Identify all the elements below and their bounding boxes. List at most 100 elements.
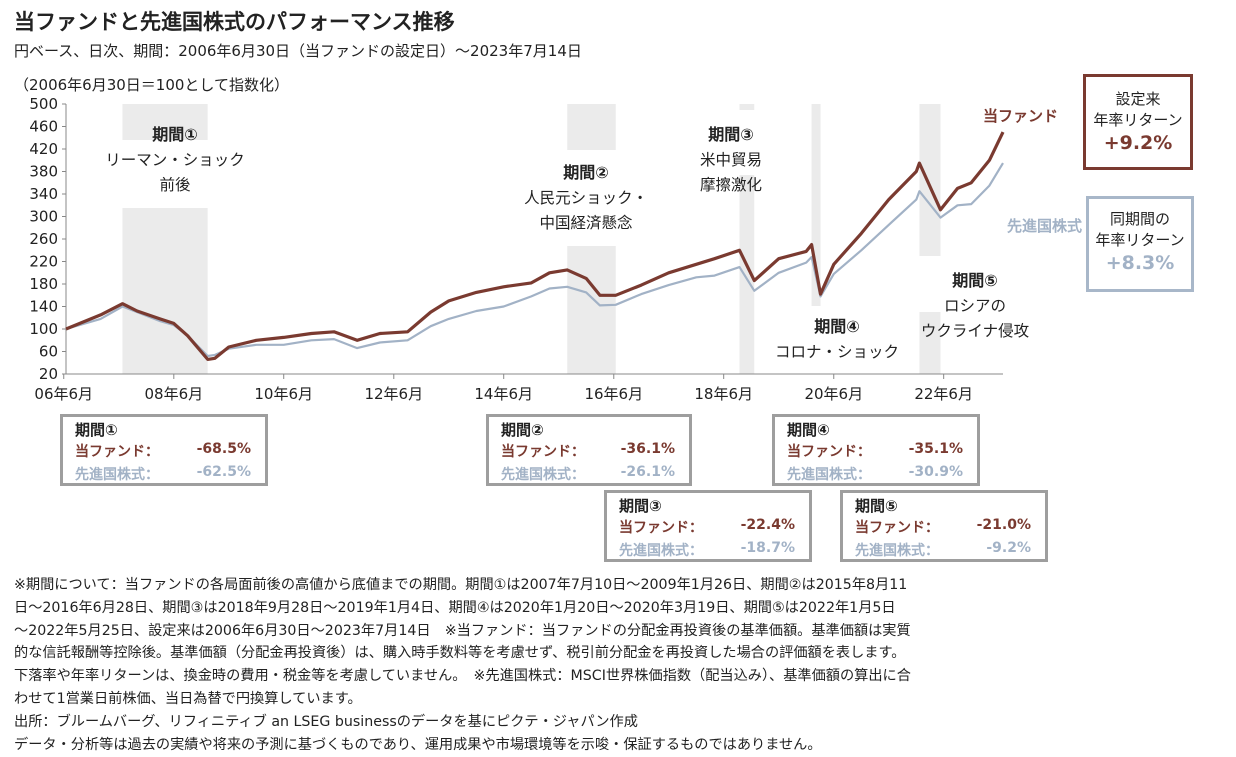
period-band (567, 246, 616, 374)
world-return-label-1: 同期間の (1109, 210, 1170, 228)
period-label-desc: 前後 (159, 176, 191, 194)
y-tick-label: 420 (29, 140, 58, 158)
footnote-line: ～2022年5月25日、設定来は2006年6月30日～2023年7月14日 ※当… (14, 622, 911, 639)
y-tick-label: 100 (29, 320, 58, 338)
drawdown-world-value: -26.1% (620, 464, 675, 480)
period-label-desc: リーマン・ショック (105, 151, 245, 169)
drawdown-world-value: -62.5% (196, 464, 251, 480)
chart-subtitle: 円ベース、日次、期間：2006年6月30日（当ファンドの設定日）～2023年7月… (14, 42, 582, 60)
drawdown-fund-label: 当ファンド： (501, 444, 585, 460)
fund-return-label-1: 設定来 (1115, 90, 1161, 108)
drawdown-box-4: 期間④ 当ファンド： -35.1% 先進国株式： -30.9% (772, 414, 980, 486)
world-return-label-2: 年率リターン (1095, 231, 1185, 249)
period-band (739, 104, 755, 110)
footnote-line: わせて1営業日前株価、当日為替で円換算しています。 (14, 690, 362, 707)
x-tick-label: 12年6月 (364, 385, 423, 403)
y-tick-label: 140 (29, 298, 58, 316)
drawdown-fund-value: -35.1% (908, 441, 963, 457)
y-tick-label: 300 (29, 208, 58, 226)
footnote-line: データ・分析等は過去の実績や将来の予測に基づくものであり、運用成果や市場環境等を… (14, 736, 822, 753)
page-title: 当ファンドと先進国株式のパフォーマンス推移 (14, 10, 455, 34)
index-note: （2006年6月30日＝100として指数化） (14, 76, 289, 94)
y-tick-label: 340 (29, 185, 58, 203)
period-label-title: 期間⑤ (952, 271, 998, 290)
footnote-line: 下落率や年率リターンは、換金時の費用・税金等を考慮していません。 ※先進国株式：… (14, 668, 911, 685)
fund-return-box: 設定来 年率リターン +9.2% (1083, 74, 1193, 170)
footnotes: ※期間について：当ファンドの各局面前後の高値から底値までの期間。期間①は2007… (14, 574, 1226, 756)
drawdown-box-3: 期間③ 当ファンド： -22.4% 先進国株式： -18.7% (604, 490, 812, 562)
drawdown-title: 期間④ (787, 421, 830, 439)
period-label-desc: ロシアの (944, 297, 1006, 315)
period-label-desc: 米中貿易 (700, 151, 762, 169)
period-band (919, 104, 941, 256)
footnote-line: 的な信託報酬等控除後。基準価額（分配金再投資後）は、購入時手数料等を考慮せず、税… (14, 645, 906, 662)
period-band (122, 104, 208, 140)
period-label-title: 期間① (152, 125, 198, 144)
drawdown-title: 期間② (501, 421, 544, 439)
x-tick-label: 16年6月 (584, 385, 643, 403)
period-band (739, 175, 755, 374)
world-return-value: +8.3% (1105, 252, 1175, 274)
period-band (567, 104, 616, 150)
drawdown-title: 期間⑤ (855, 497, 898, 515)
drawdown-world-value: -18.7% (740, 540, 795, 556)
x-tick-label: 08年6月 (144, 385, 203, 403)
y-tick-label: 220 (29, 253, 58, 271)
drawdown-world-value: -9.2% (986, 540, 1031, 556)
period-label-title: 期間② (563, 163, 609, 182)
drawdown-world-label: 先進国株式： (787, 467, 871, 483)
drawdown-fund-value: -68.5% (196, 441, 251, 457)
period-band (122, 208, 208, 374)
drawdown-fund-value: -36.1% (620, 441, 675, 457)
drawdown-fund-label: 当ファンド： (787, 444, 871, 460)
x-tick-label: 14年6月 (474, 385, 533, 403)
fund-series-label: 当ファンド (983, 107, 1058, 125)
y-tick-label: 500 (29, 95, 58, 113)
drawdown-world-label: 先進国株式： (501, 467, 585, 483)
period-label-title: 期間③ (708, 125, 754, 144)
y-tick-label: 60 (39, 343, 58, 361)
world-series-label: 先進国株式 (1007, 217, 1082, 235)
fund-series-line (65, 131, 1005, 361)
x-tick-label: 06年6月 (34, 385, 93, 403)
period-label-desc: 人民元ショック・ (524, 189, 648, 207)
x-tick-label: 22年6月 (914, 385, 973, 403)
y-tick-label: 20 (39, 365, 58, 383)
period-label-desc: 摩擦激化 (700, 176, 762, 194)
world-return-box: 同期間の 年率リターン +8.3% (1086, 196, 1194, 292)
drawdown-world-label: 先進国株式： (619, 543, 703, 559)
drawdown-fund-value: -22.4% (740, 517, 795, 533)
footnote-line: 出所：ブルームバーグ、リフィニティブ an LSEG businessのデータを… (14, 713, 638, 730)
footnote-line: 日～2016年6月28日、期間③は2018年9月28日～2019年1月4日、期間… (14, 599, 896, 616)
period-label-desc: 中国経済懸念 (539, 213, 632, 232)
x-tick-label: 20年6月 (804, 385, 863, 403)
drawdown-world-value: -30.9% (908, 464, 963, 480)
drawdown-world-label: 先進国株式： (855, 543, 939, 559)
y-tick-label: 460 (29, 118, 58, 136)
y-tick-label: 380 (29, 163, 58, 181)
period-band (919, 312, 941, 374)
drawdown-world-label: 先進国株式： (75, 467, 159, 483)
drawdown-fund-value: -21.0% (976, 517, 1031, 533)
fund-return-value: +9.2% (1103, 132, 1173, 154)
x-tick-label: 10年6月 (254, 385, 313, 403)
drawdown-box-5: 期間⑤ 当ファンド： -21.0% 先進国株式： -9.2% (840, 490, 1048, 562)
y-tick-label: 260 (29, 230, 58, 248)
footnote-line: ※期間について：当ファンドの各局面前後の高値から底値までの期間。期間①は2007… (14, 577, 908, 593)
drawdown-box-2: 期間② 当ファンド： -36.1% 先進国株式： -26.1% (486, 414, 692, 486)
fund-return-label-2: 年率リターン (1093, 111, 1183, 129)
period-label-desc: ウクライナ侵攻 (921, 322, 1030, 340)
drawdown-box-1: 期間① 当ファンド： -68.5% 先進国株式： -62.5% (60, 414, 268, 486)
drawdown-title: 期間① (75, 421, 118, 439)
y-tick-label: 180 (29, 275, 58, 293)
drawdown-title: 期間③ (619, 497, 662, 515)
performance-line-chart: 20 60 100 140 180 220 260 300 340 380 420 460 500 06年… (29, 95, 1082, 403)
period-label-desc: コロナ・ショック (775, 343, 899, 361)
drawdown-fund-label: 当ファンド： (75, 444, 159, 460)
drawdown-fund-label: 当ファンド： (619, 520, 703, 536)
x-tick-label: 18年6月 (694, 385, 753, 403)
period-band (811, 104, 821, 306)
world-series-line (65, 162, 1004, 358)
period-label-title: 期間④ (814, 317, 860, 336)
drawdown-fund-label: 当ファンド： (855, 520, 939, 536)
